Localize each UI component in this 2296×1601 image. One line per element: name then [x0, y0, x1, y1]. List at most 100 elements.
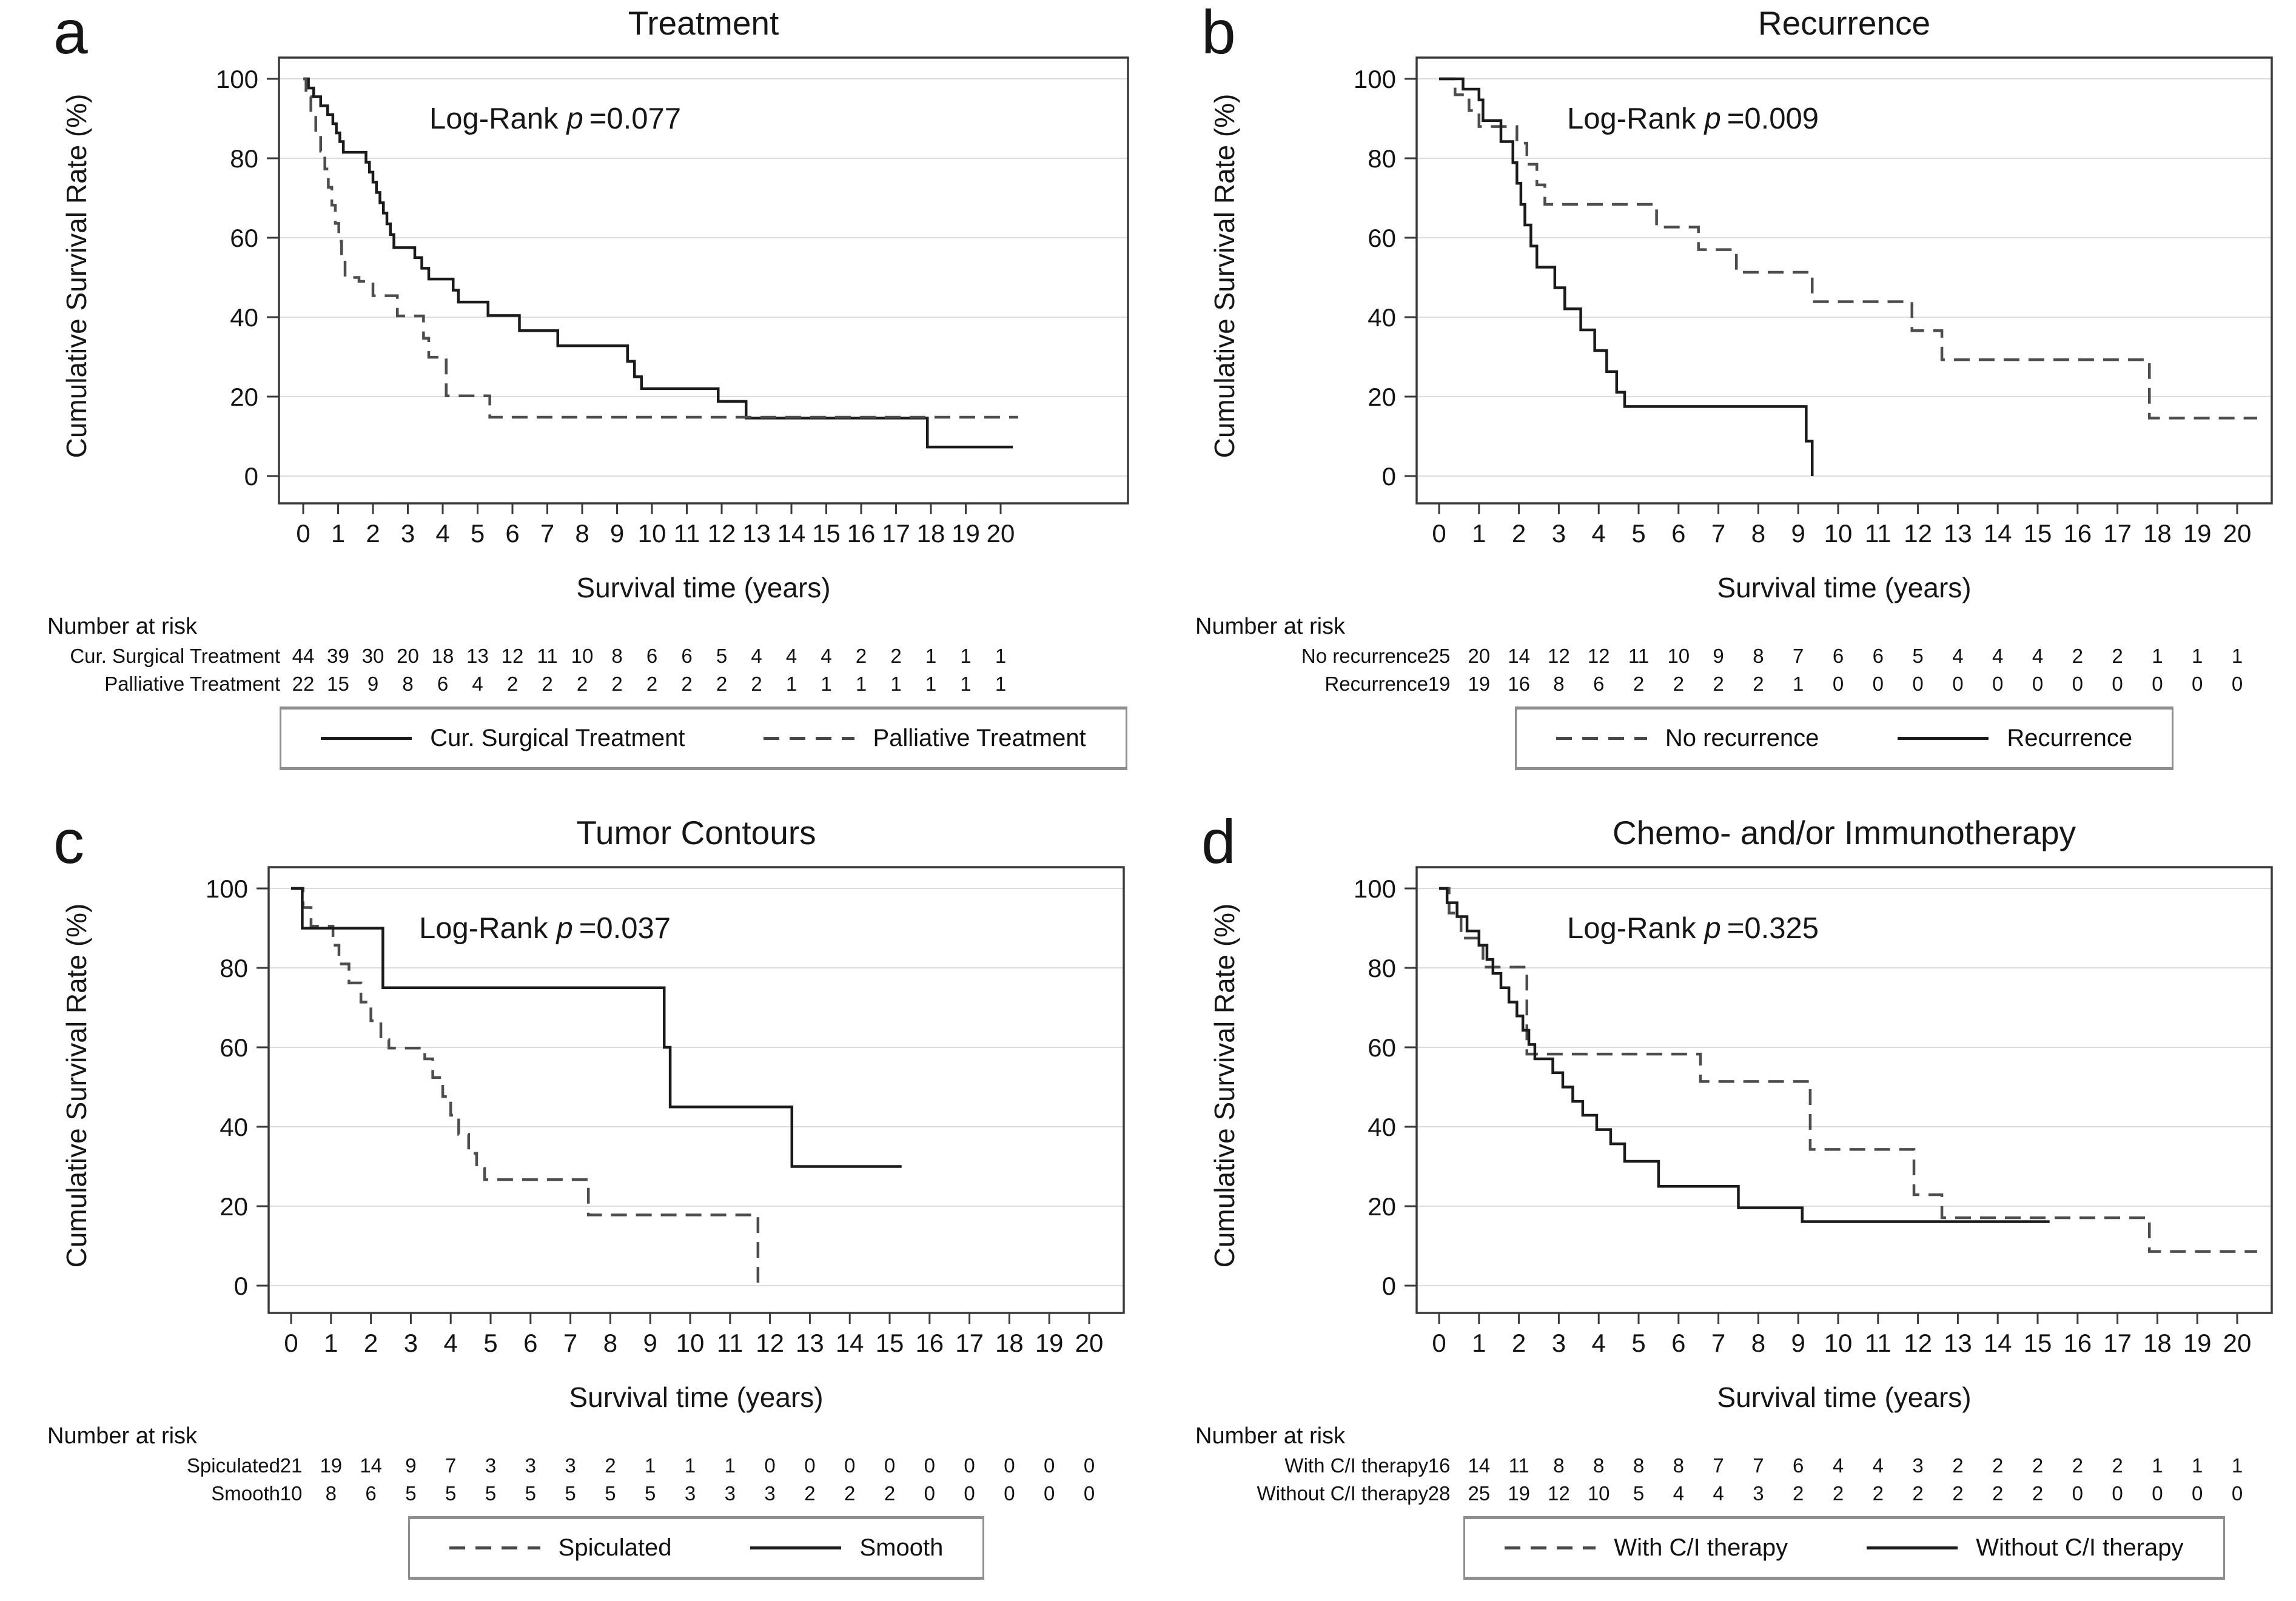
risk-count: 8 [1753, 645, 1764, 667]
risk-count: 0 [2072, 673, 2083, 695]
logrank-label: Log-Rank [429, 102, 559, 135]
panel-title: Chemo- and/or Immunotherapy [1612, 814, 2076, 851]
x-tick-label: 12 [1904, 519, 1932, 548]
risk-count: 2 [751, 673, 762, 695]
logrank-annotation: Log-Rank p =0.009 [1567, 102, 1819, 136]
x-tick-label: 0 [296, 519, 310, 548]
y-tick-label: 100 [206, 874, 248, 903]
risk-count: 0 [2192, 673, 2203, 695]
km-curve-dashed [1439, 77, 2257, 420]
panel-title: Treatment [628, 4, 779, 42]
y-tick-label: 80 [230, 144, 258, 173]
risk-count: 3 [764, 1482, 776, 1505]
risk-count: 4 [821, 645, 832, 667]
risk-count: 4 [1673, 1482, 1684, 1505]
x-tick-label: 2 [364, 1329, 378, 1357]
risk-row: With C/I therapy 16 14 11 8 8 8 8 7 7 6 4 4 3 2 2 2 2 2 1 1… [1148, 1452, 2296, 1479]
risk-count: 4 [1832, 1454, 1844, 1477]
risk-count: 2 [646, 673, 658, 695]
risk-count: 0 [964, 1482, 975, 1505]
legend-entry: Cur. Surgical Treatment [321, 725, 685, 752]
risk-row-label: Smooth [211, 1482, 280, 1505]
x-tick-label: 16 [847, 519, 876, 548]
legend: Cur. Surgical Treatment Palliative Treatm… [280, 707, 1127, 770]
risk-count: 1 [995, 645, 1007, 667]
p-symbol: p [556, 912, 573, 945]
risk-count: 5 [645, 1482, 656, 1505]
risk-count: 15 [327, 673, 349, 695]
risk-count: 10 [1667, 645, 1690, 667]
risk-count: 10 [1587, 1482, 1610, 1505]
risk-count: 25 [1468, 1482, 1491, 1505]
legend-solid-line-swatch [750, 1546, 842, 1549]
x-tick-label: 11 [1865, 519, 1892, 548]
x-tick-label: 3 [1552, 1329, 1566, 1357]
risk-row: Recurrence 19 19 16 8 6 2 2 2 2 1 0 0 0 0 0 0 0 0 0 0 0 [1148, 671, 2296, 697]
x-tick-label: 8 [603, 1329, 617, 1357]
risk-count: 0 [2072, 1482, 2083, 1505]
y-tick-label: 100 [1354, 874, 1396, 903]
risk-count: 0 [884, 1454, 896, 1477]
risk-count: 11 [1628, 645, 1650, 667]
risk-count: 1 [925, 673, 937, 695]
risk-count: 2 [681, 673, 693, 695]
risk-count: 12 [1587, 645, 1610, 667]
x-tick-label: 10 [676, 1329, 705, 1357]
risk-count: 9 [367, 673, 379, 695]
risk-row-counts: 22 15 9 8 6 4 2 2 2 2 2 2 2 2 1 1 1 1 1 1 1 [0, 671, 1148, 697]
risk-row-counts: 10 8 6 5 5 5 5 5 5 5 3 3 3 2 2 2 0 0 0 0 0 [0, 1480, 1148, 1507]
x-tick-label: 8 [1751, 1329, 1765, 1357]
risk-count: 1 [684, 1454, 696, 1477]
x-tick-label: 1 [1472, 519, 1486, 548]
x-tick-label: 13 [1944, 519, 1972, 548]
x-tick-label: 5 [1631, 519, 1645, 548]
x-tick-label: 3 [404, 1329, 418, 1357]
legend-label: Palliative Treatment [873, 725, 1086, 751]
risk-count: 4 [751, 645, 762, 667]
risk-count: 1 [960, 673, 972, 695]
logrank-annotation: Log-Rank p =0.077 [429, 102, 681, 136]
x-tick-label: 19 [952, 519, 980, 548]
x-tick-label: 4 [444, 1329, 458, 1357]
x-tick-label: 15 [2024, 1329, 2052, 1357]
x-tick-label: 13 [1944, 1329, 1972, 1357]
risk-count: 22 [292, 673, 315, 695]
logrank-label: Log-Rank [1567, 102, 1696, 135]
x-tick-label: 19 [2183, 519, 2212, 548]
risk-count: 2 [1633, 673, 1645, 695]
risk-count: 1 [2192, 645, 2203, 667]
x-tick-label: 14 [1984, 1329, 2012, 1357]
panel-c: c Tumor Contours Cumulative Survival Rat… [0, 809, 1148, 1601]
x-axis-title: Survival time (years) [576, 572, 831, 603]
y-tick-label: 60 [230, 224, 258, 252]
x-tick-label: 9 [610, 519, 624, 548]
risk-count: 4 [2032, 645, 2044, 667]
risk-count: 1 [2152, 1454, 2163, 1477]
risk-count: 0 [2231, 1482, 2243, 1505]
y-axis-title: Cumulative Survival Rate (%) [1209, 903, 1240, 1268]
risk-count: 5 [1912, 645, 1924, 667]
risk-count: 0 [924, 1454, 935, 1477]
risk-row-label: Without C/I therapy [1257, 1482, 1428, 1505]
x-tick-label: 20 [2223, 519, 2252, 548]
plot-frame [267, 866, 1125, 1314]
p-symbol: p [566, 102, 583, 135]
risk-count: 1 [1793, 673, 1804, 695]
risk-count: 5 [525, 1482, 536, 1505]
km-curve-solid [303, 77, 1013, 449]
y-tick-label: 40 [220, 1113, 248, 1141]
risk-count: 2 [2032, 1454, 2044, 1477]
risk-table: Number at risk Spiculated 21 19 14 9 7 3 3 3 2 1 1… [0, 1423, 1148, 1514]
risk-count: 5 [1633, 1482, 1645, 1505]
risk-count: 2 [716, 673, 728, 695]
risk-count: 16 [1428, 1454, 1451, 1477]
x-tick-label: 16 [2063, 519, 2092, 548]
risk-count: 0 [2112, 1482, 2123, 1505]
panel-letter: d [1201, 807, 1236, 876]
x-tick-label: 7 [1711, 1329, 1725, 1357]
x-tick-label: 1 [1472, 1329, 1486, 1357]
y-tick-label: 80 [1368, 144, 1396, 173]
risk-row-label: Palliative Treatment [104, 673, 280, 695]
x-tick-label: 10 [638, 519, 666, 548]
risk-row: Palliative Treatment 22 15 9 8 6 4 2 2 2 2 2 2 2 2 1 1 1… [0, 671, 1148, 697]
